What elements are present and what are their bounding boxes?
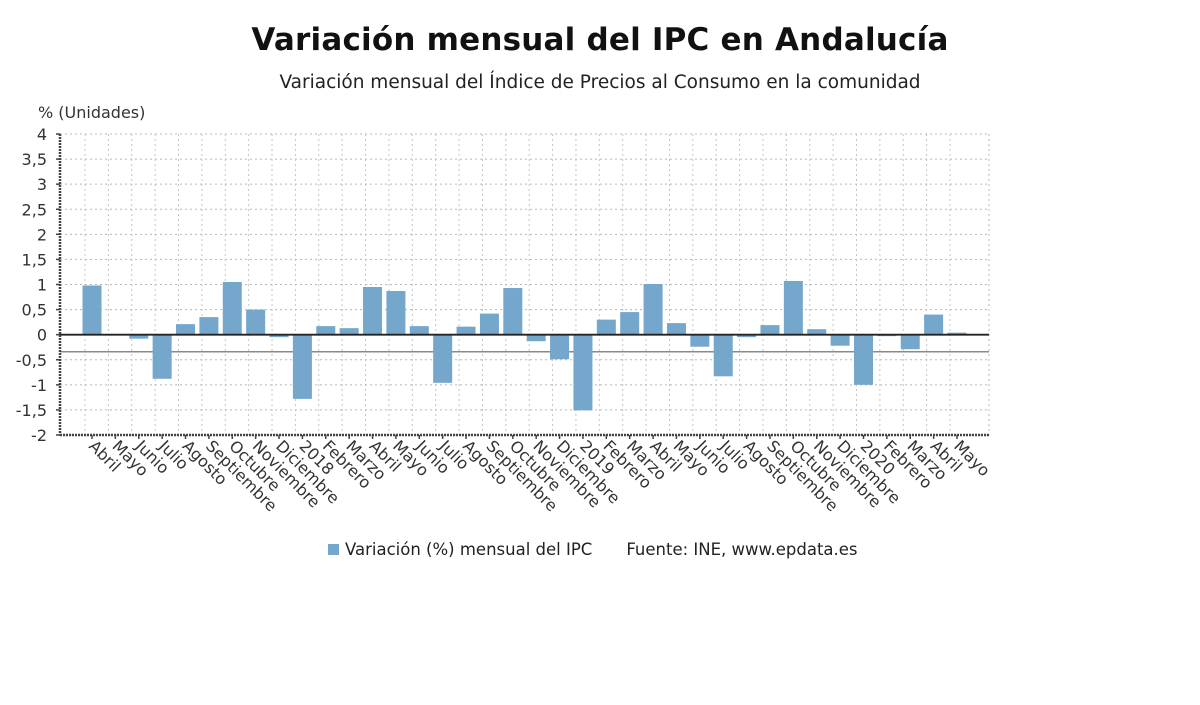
bar xyxy=(199,317,219,335)
y-tick-label: -1 xyxy=(31,376,47,395)
bar xyxy=(433,334,453,383)
bar xyxy=(339,328,359,335)
bar xyxy=(596,319,616,335)
source-note: Fuente: INE, www.epdata.es xyxy=(626,540,858,559)
bar xyxy=(479,313,499,335)
x-tick-labels: AbrilMayoJunioJulioAgostoSeptiembreOctub… xyxy=(85,436,994,516)
bar xyxy=(363,287,383,335)
bar xyxy=(947,332,967,335)
bar xyxy=(573,334,593,411)
y-tick-label: -2 xyxy=(31,426,47,445)
y-tick-label: 2 xyxy=(37,225,47,244)
bar xyxy=(643,283,663,335)
grid-lines xyxy=(60,133,990,436)
y-tick-label: 0,5 xyxy=(22,301,47,320)
y-axis-label: % (Unidades) xyxy=(38,103,146,122)
bar xyxy=(666,323,686,335)
bar xyxy=(526,334,546,342)
bar xyxy=(900,334,920,350)
legend-swatch xyxy=(328,544,339,555)
y-tick-labels: 4 3,5 3 2,5 2 1,5 1 0,5 0 -0,5 -1 -1,5 -2 xyxy=(16,125,47,445)
bar xyxy=(760,325,780,335)
bars xyxy=(82,280,967,411)
y-tick-label: 4 xyxy=(37,125,47,144)
bar xyxy=(713,334,733,377)
bar xyxy=(386,291,406,335)
bar xyxy=(129,334,149,339)
bar xyxy=(292,334,312,399)
bar xyxy=(690,334,710,347)
bar xyxy=(550,334,570,360)
chart-title: Variación mensual del IPC en Andalucía xyxy=(251,22,949,58)
y-tick-label: 2,5 xyxy=(22,200,47,219)
axes xyxy=(56,133,989,439)
bar xyxy=(316,326,336,335)
legend-label: Variación (%) mensual del IPC xyxy=(345,540,593,559)
y-tick-label: 1 xyxy=(37,276,47,295)
y-tick-label: 0 xyxy=(37,326,47,345)
bar xyxy=(176,324,196,335)
bar xyxy=(82,285,102,335)
bar xyxy=(409,326,429,335)
y-tick-label: 1,5 xyxy=(22,250,47,269)
y-tick-label: 3,5 xyxy=(22,150,47,169)
bar xyxy=(456,326,476,335)
bar xyxy=(783,280,803,335)
bar xyxy=(830,334,850,346)
chart-subtitle: Variación mensual del Índice de Precios … xyxy=(279,72,921,93)
y-tick-label: -0,5 xyxy=(16,351,47,370)
bar xyxy=(924,314,944,335)
legend: Variación (%) mensual del IPC Fuente: IN… xyxy=(328,540,858,559)
bar xyxy=(152,334,172,379)
bar xyxy=(853,334,873,385)
bar xyxy=(620,312,640,335)
bar xyxy=(222,281,242,335)
bar xyxy=(807,329,827,335)
y-tick-label: -1,5 xyxy=(16,401,47,420)
bar xyxy=(269,334,289,338)
bar xyxy=(737,334,757,338)
y-tick-label: 3 xyxy=(37,175,47,194)
bar xyxy=(503,288,523,335)
bar xyxy=(246,309,266,335)
